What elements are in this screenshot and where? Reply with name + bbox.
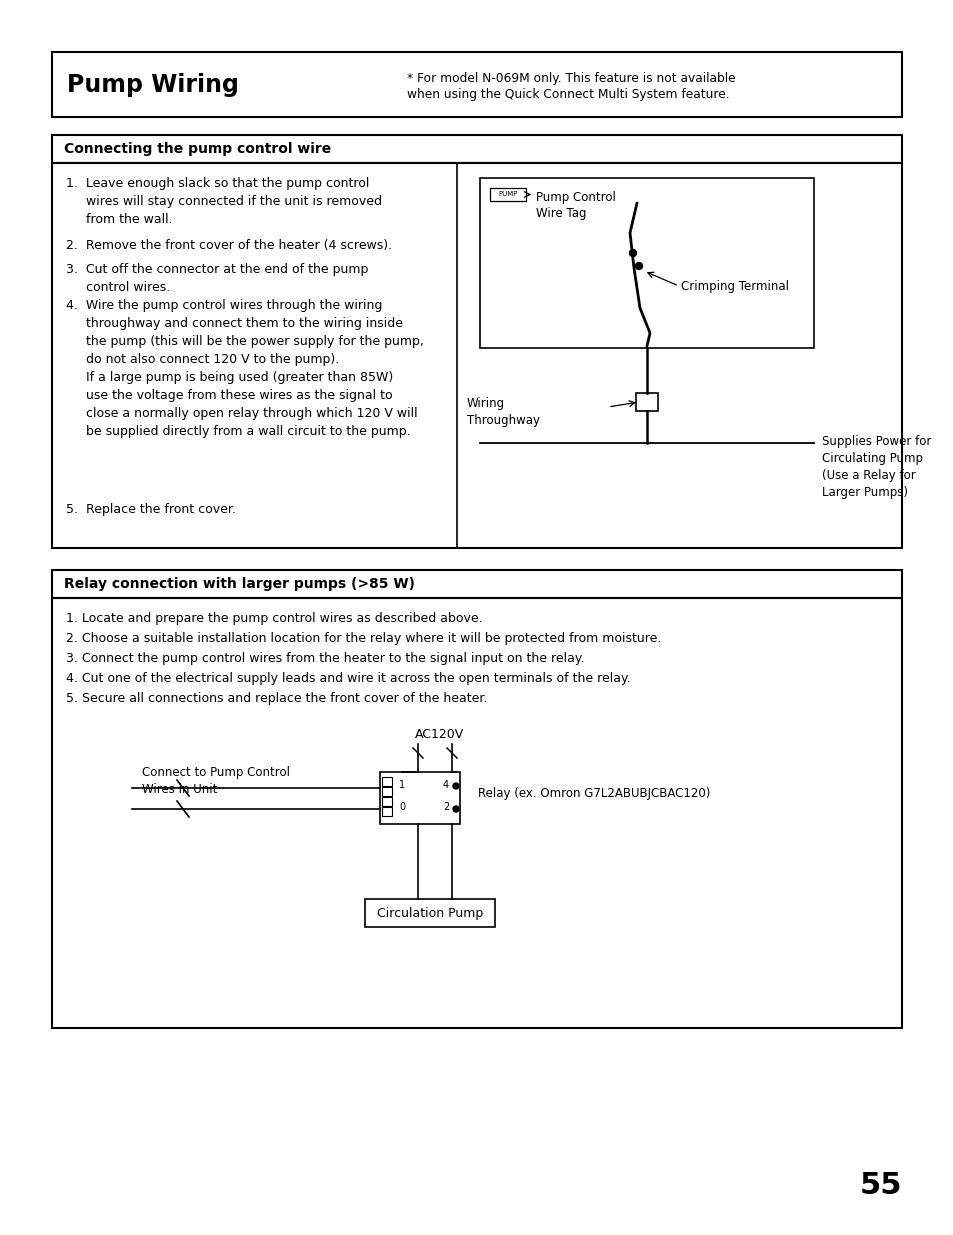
Text: 4.  Wire the pump control wires through the wiring
     throughway and connect t: 4. Wire the pump control wires through t… (66, 299, 423, 438)
Bar (381, 806, 392, 816)
Bar (490, 188, 525, 201)
Text: 1.  Leave enough slack so that the pump control
     wires will stay connected i: 1. Leave enough slack so that the pump c… (66, 177, 381, 226)
Bar (636, 393, 658, 411)
Text: 4. Cut one of the electrical supply leads and wire it across the open terminals : 4. Cut one of the electrical supply lead… (66, 672, 630, 685)
Text: 3.  Cut off the connector at the end of the pump
     control wires.: 3. Cut off the connector at the end of t… (66, 263, 368, 294)
Text: 4: 4 (442, 781, 449, 790)
Text: 5. Secure all connections and replace the front cover of the heater.: 5. Secure all connections and replace th… (66, 692, 487, 705)
Bar (52, 598, 901, 1028)
Bar (52, 163, 901, 548)
Text: Circulation Pump: Circulation Pump (376, 906, 482, 920)
Bar (381, 787, 392, 797)
Text: when using the Quick Connect Multi System feature.: when using the Quick Connect Multi Syste… (407, 88, 729, 101)
Text: Connecting the pump control wire: Connecting the pump control wire (64, 142, 331, 156)
Text: 3. Connect the pump control wires from the heater to the signal input on the rel: 3. Connect the pump control wires from t… (66, 652, 584, 664)
Bar (52, 571, 901, 598)
Text: 0: 0 (398, 802, 405, 811)
Circle shape (453, 806, 458, 811)
Text: Connect to Pump Control
Wires in Unit: Connect to Pump Control Wires in Unit (142, 766, 290, 797)
Circle shape (453, 783, 458, 789)
Circle shape (629, 249, 636, 257)
Text: 2.  Remove the front cover of the heater (4 screws).: 2. Remove the front cover of the heater … (66, 240, 392, 252)
Text: Relay (ex. Omron G7L2ABUBJCBAC120): Relay (ex. Omron G7L2ABUBJCBAC120) (477, 787, 710, 799)
Text: * For model N-069M only. This feature is not available: * For model N-069M only. This feature is… (407, 72, 735, 85)
Bar (379, 772, 459, 824)
Text: Crimping Terminal: Crimping Terminal (680, 280, 788, 293)
Text: 5.  Replace the front cover.: 5. Replace the front cover. (66, 503, 235, 516)
Text: AC120V: AC120V (415, 727, 464, 741)
Text: Relay connection with larger pumps (>85 W): Relay connection with larger pumps (>85 … (64, 577, 415, 592)
Bar (381, 797, 392, 806)
Text: 55: 55 (859, 1171, 901, 1200)
Bar (52, 135, 901, 163)
Text: 2: 2 (442, 802, 449, 811)
Bar (479, 178, 813, 348)
Bar (381, 777, 392, 785)
Text: 1: 1 (398, 781, 405, 790)
Text: 2. Choose a suitable installation location for the relay where it will be protec: 2. Choose a suitable installation locati… (66, 632, 660, 645)
Text: Pump Wiring: Pump Wiring (67, 73, 238, 98)
Text: Supplies Power for
Circulating Pump
(Use a Relay for
Larger Pumps): Supplies Power for Circulating Pump (Use… (821, 435, 930, 499)
Circle shape (635, 263, 641, 269)
Text: PUMP: PUMP (497, 191, 517, 198)
Text: Pump Control
Wire Tag: Pump Control Wire Tag (536, 190, 616, 221)
Text: 1. Locate and prepare the pump control wires as described above.: 1. Locate and prepare the pump control w… (66, 613, 482, 625)
Bar (52, 52, 901, 117)
Text: Wiring
Throughway: Wiring Throughway (467, 396, 539, 427)
Bar (365, 899, 495, 927)
